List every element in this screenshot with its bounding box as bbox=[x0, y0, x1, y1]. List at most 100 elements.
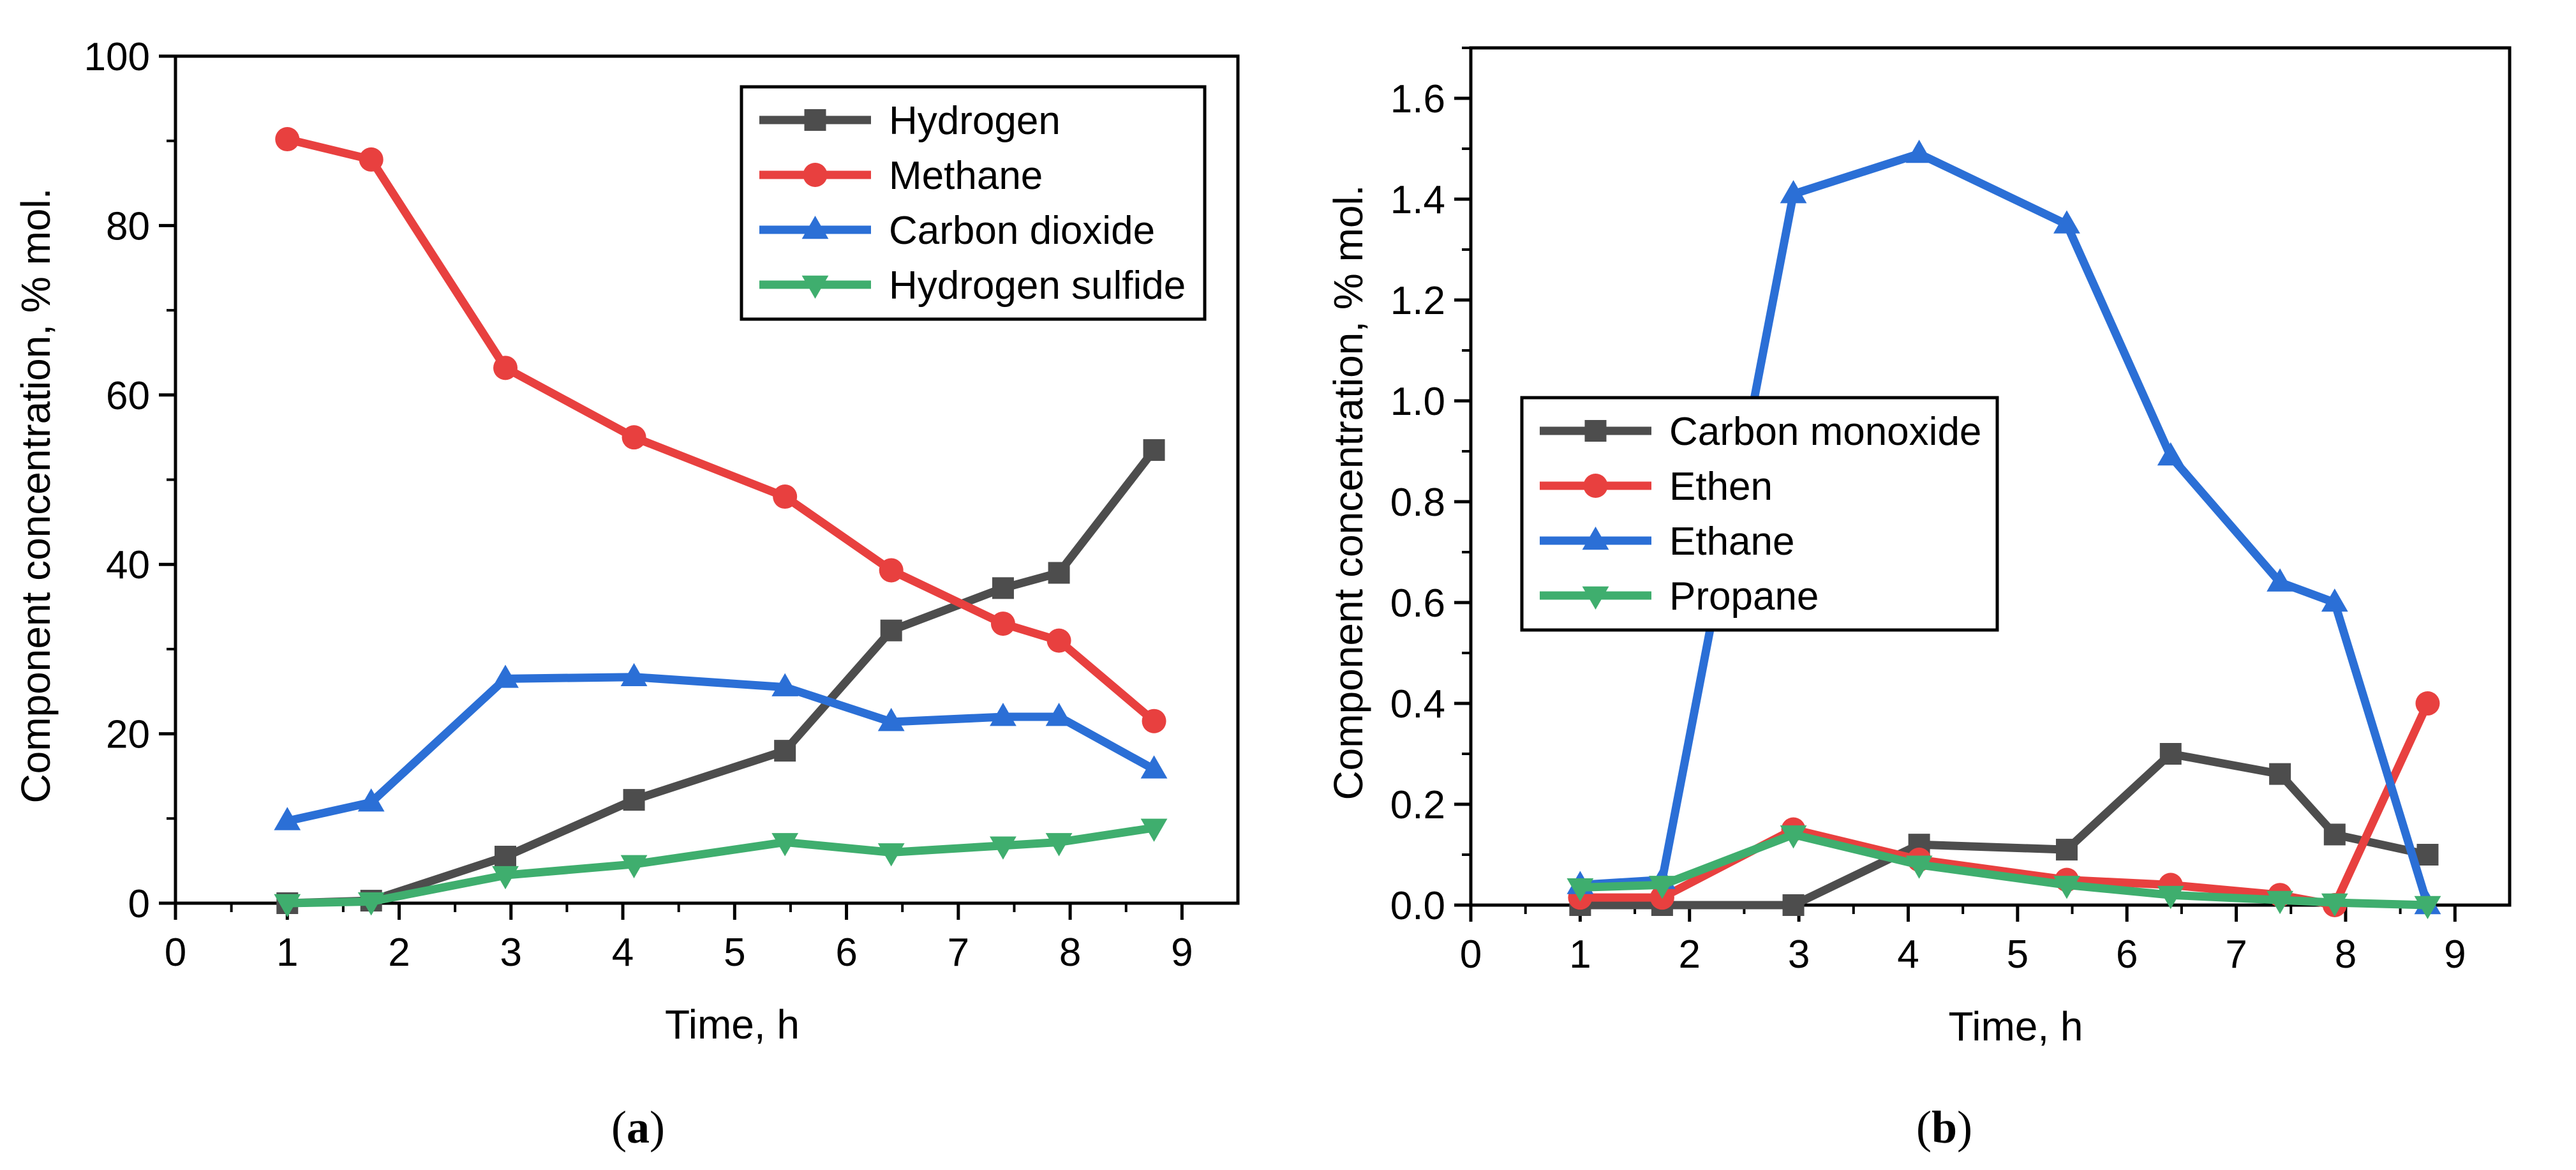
panel-a-point-methane bbox=[773, 484, 798, 509]
panel-b-y-tick-label: 0.4 bbox=[1390, 682, 1445, 726]
panel-b-legend-label-carbon-monoxide: Carbon monoxide bbox=[1669, 410, 1981, 454]
panel-b-x-tick-label: 2 bbox=[1678, 933, 1700, 977]
panel-b-y-tick-label: 0.0 bbox=[1390, 884, 1445, 928]
panel-b-point-carbon-monoxide bbox=[2055, 839, 2078, 861]
panel-b-legend-label-ethane: Ethane bbox=[1669, 520, 1795, 564]
panel-a-point-carbon-dioxide bbox=[1045, 703, 1073, 726]
panel-a-x-tick-label: 3 bbox=[500, 931, 522, 975]
panel-b-x-axis-title: Time, h bbox=[1949, 1003, 2083, 1049]
panel-a-point-hydrogen bbox=[992, 577, 1014, 599]
panel-b-point-propane bbox=[2053, 876, 2080, 899]
panel-b-y-tick-label: 0.6 bbox=[1390, 581, 1445, 626]
panel-a-legend: Hydrogen Methane Carbon dioxide Hydrogen su… bbox=[740, 85, 1207, 321]
panel-a-point-carbon-dioxide bbox=[620, 663, 648, 686]
panel-b-x-tick-label: 9 bbox=[2444, 933, 2466, 977]
panel-a-point-hydrogen-sulfide bbox=[877, 843, 905, 867]
panel-a-point-hydrogen bbox=[1143, 439, 1165, 461]
panel-a-legend-label-carbon-dioxide: Carbon dioxide bbox=[889, 209, 1155, 253]
panel-a-series-carbon-dioxide bbox=[274, 663, 1168, 830]
panel-b-x-tick-label: 8 bbox=[2335, 933, 2356, 977]
panel-a-point-methane bbox=[1142, 709, 1166, 733]
panel-a-legend-marker-hydrogen-sulfide bbox=[801, 275, 829, 299]
panel-a-x-tick-label: 2 bbox=[388, 931, 410, 975]
panel-b-x-tick-label: 4 bbox=[1897, 933, 1919, 977]
panel-a-legend-marker-hydrogen bbox=[804, 109, 826, 131]
panel-b-y-tick-label: 1.2 bbox=[1390, 279, 1445, 323]
panel-a-point-hydrogen bbox=[880, 619, 902, 641]
panel-b-legend-marker-propane bbox=[1582, 586, 1609, 610]
chart-panel-b: 0 1 2 3 4 5 6 7 8 9 0.0 0.2 0.4 0.6 0.8 1.0 1.2 1.4 1.6 Tim… bbox=[1325, 46, 2512, 1153]
panel-a-point-hydrogen-sulfide bbox=[771, 833, 799, 857]
panel-a-x-tick-label: 5 bbox=[724, 931, 745, 975]
panel-b-legend-marker-ethane bbox=[1582, 527, 1609, 550]
panel-b-y-tick-label: 1.4 bbox=[1390, 178, 1445, 222]
panel-b-point-carbon-monoxide bbox=[2416, 844, 2439, 866]
panel-a-panel-label: (a) bbox=[611, 1102, 665, 1153]
panel-b-point-carbon-monoxide bbox=[1782, 894, 1805, 916]
panel-a-y-axis-title: Component concentration, % mol. bbox=[13, 188, 59, 803]
panel-a-point-methane bbox=[879, 558, 904, 583]
panel-a-point-hydrogen bbox=[495, 846, 517, 868]
panel-a-point-methane bbox=[275, 127, 300, 152]
chart-panel-a: 0 1 2 3 4 5 6 7 8 9 0 20 40 60 80 100 Time, h Component c… bbox=[13, 35, 1240, 1153]
panel-b-point-propane bbox=[1567, 878, 1594, 902]
panel-a-point-methane bbox=[1046, 628, 1071, 653]
panel-b-point-ethane bbox=[2053, 210, 2080, 234]
panel-b-point-propane bbox=[2321, 893, 2348, 917]
panel-b-y-tick-label: 0.2 bbox=[1390, 783, 1445, 827]
panel-b-legend-marker-ethen bbox=[1583, 474, 1608, 498]
panel-b-x-tick-label: 5 bbox=[2007, 933, 2029, 977]
panel-a-x-axis-title: Time, h bbox=[665, 1001, 800, 1047]
panel-b-point-propane bbox=[1648, 876, 1676, 899]
panel-a-x-tick-label: 4 bbox=[612, 931, 634, 975]
panel-a-point-carbon-dioxide bbox=[274, 807, 301, 830]
panel-a-point-hydrogen-sulfide bbox=[990, 836, 1016, 860]
panel-a-point-methane bbox=[990, 611, 1015, 636]
panel-b-x-tick-label: 0 bbox=[1460, 933, 1482, 977]
panel-b-plot-frame bbox=[1469, 46, 2512, 907]
panel-b-point-propane bbox=[1780, 825, 1807, 849]
panel-a-point-methane bbox=[622, 425, 646, 450]
panel-a-legend-label-hydrogen: Hydrogen bbox=[889, 99, 1061, 143]
panel-a-point-methane bbox=[493, 356, 518, 380]
panel-b-point-carbon-monoxide bbox=[2159, 743, 2182, 765]
panel-a-point-hydrogen-sulfide bbox=[492, 866, 519, 890]
panel-a-legend-label-methane: Methane bbox=[889, 154, 1043, 198]
panel-a-y-tick-label: 60 bbox=[106, 374, 150, 418]
panel-b-y-tick-label: 1.0 bbox=[1390, 380, 1445, 424]
panel-a-x-tick-label: 9 bbox=[1171, 931, 1193, 975]
panel-a-y-tick-label: 80 bbox=[106, 204, 150, 248]
panel-a-x-tick-label: 7 bbox=[948, 931, 969, 975]
panel-b-x-tick-label: 6 bbox=[2116, 933, 2138, 977]
panel-b-point-ethane bbox=[2321, 589, 2348, 612]
panel-b-point-ethen bbox=[2415, 691, 2440, 716]
panel-a-point-hydrogen bbox=[774, 740, 796, 762]
panel-a-x-tick-label: 0 bbox=[165, 931, 186, 975]
panel-a-point-hydrogen bbox=[1048, 562, 1070, 584]
panel-b-x-tick-label: 3 bbox=[1788, 933, 1810, 977]
panel-b-point-ethane bbox=[2267, 568, 2294, 592]
panel-a-point-carbon-dioxide bbox=[771, 673, 799, 696]
panel-a-point-methane bbox=[359, 147, 383, 172]
panel-b-point-propane bbox=[2414, 896, 2441, 919]
panel-b-point-propane bbox=[1905, 855, 1933, 879]
panel-b-legend-marker-carbon-monoxide bbox=[1584, 420, 1607, 442]
panel-b-legend-label-ethen: Ethen bbox=[1669, 465, 1773, 509]
panel-b-y-tick-label: 1.6 bbox=[1390, 77, 1445, 121]
panel-a-series-hydrogen-sulfide bbox=[274, 818, 1168, 917]
panel-b-panel-label: (b) bbox=[1916, 1102, 1972, 1153]
panel-b-x-tick-label: 1 bbox=[1569, 933, 1591, 977]
panel-b-point-propane bbox=[2267, 890, 2294, 915]
panel-a-point-hydrogen-sulfide bbox=[1045, 833, 1073, 857]
panel-a-x-tick-label: 6 bbox=[835, 931, 857, 975]
panel-b-y-tick-label: 0.8 bbox=[1390, 481, 1445, 525]
panel-b-point-carbon-monoxide bbox=[2269, 763, 2291, 785]
panel-a-legend-label-hydrogen-sulfide: Hydrogen sulfide bbox=[889, 264, 1186, 308]
panel-b-legend: Carbon monoxide Ethen Ethane Propane bbox=[1520, 396, 1999, 632]
panel-a-point-hydrogen-sulfide bbox=[357, 892, 385, 916]
panel-a-point-carbon-dioxide bbox=[1140, 755, 1168, 779]
panel-b-point-carbon-monoxide bbox=[2323, 823, 2346, 846]
panel-b-point-ethane bbox=[1780, 180, 1807, 204]
panel-a-legend-marker-carbon-dioxide bbox=[801, 216, 829, 239]
